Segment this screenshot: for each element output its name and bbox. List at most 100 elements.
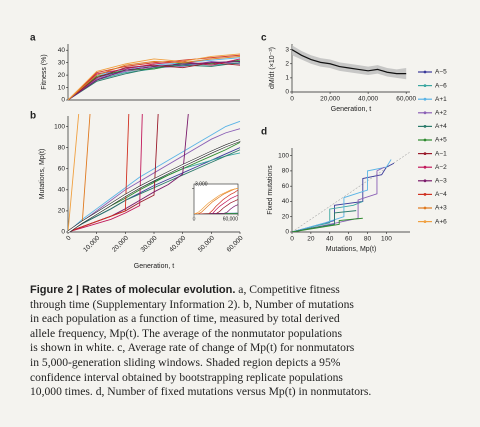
x-tick-label: 40,000 (168, 234, 187, 253)
x-tick-label: 40 (326, 236, 334, 243)
series-line (292, 166, 385, 232)
legend-label: A−2 (435, 164, 447, 171)
x-tick-label: 60 (345, 236, 353, 243)
legend-dot (423, 165, 427, 169)
x-tick-label: 10,000 (82, 234, 101, 253)
legend-dot (423, 125, 427, 128)
legend-dot (423, 179, 427, 183)
legend-dot (423, 138, 427, 142)
caption-line: a, Competitive fitness (235, 283, 340, 296)
inset-plot (194, 187, 238, 214)
legend-label: A−6 (435, 82, 447, 89)
y-tick-label: 60 (58, 165, 66, 172)
y-tick-label: 10 (58, 84, 66, 91)
legend-label: A+2 (435, 110, 447, 117)
y-tick-label: 2 (285, 60, 289, 67)
panel-label: a (30, 33, 36, 44)
caption: Figure 2 | Rates of molecular evolution.… (30, 283, 470, 400)
y-tick-label: 0 (61, 97, 65, 104)
x-axis-label: Generation, t (134, 263, 175, 270)
x-tick-label: 0 (65, 234, 73, 242)
series-line (68, 120, 241, 232)
series-line (292, 201, 363, 232)
panel-label: c (261, 33, 267, 44)
y-tick-label: 60 (282, 183, 290, 190)
y-tick-label: 40 (282, 198, 290, 205)
mean-line (292, 49, 407, 75)
legend-label: A+1 (435, 96, 447, 103)
caption-line: is shown in white. c, Average rate of ch… (30, 341, 355, 355)
series-line (292, 159, 392, 232)
panel-label: b (30, 111, 36, 122)
plot-area (292, 159, 395, 232)
series-line (68, 58, 241, 100)
legend-dot (423, 193, 427, 196)
legend-dot (423, 220, 427, 224)
caption-line: 10,000 times. d, Number of fixed mutatio… (30, 385, 372, 399)
legend-label: A+3 (435, 205, 447, 212)
inset-y-tick-label: 3,000 (195, 182, 208, 188)
inset-line (194, 189, 238, 214)
plot-area (68, 53, 241, 100)
series-line (68, 59, 241, 100)
plot-area (68, 114, 241, 232)
y-tick-label: 30 (58, 59, 66, 66)
y-tick-label: 40 (58, 47, 66, 54)
series-line (292, 210, 357, 232)
diagonal (291, 151, 411, 233)
inset-line (194, 187, 238, 214)
caption-line: in each population as a function of time… (30, 312, 340, 326)
y-tick-label: 20 (58, 208, 66, 215)
series-line (68, 114, 143, 232)
y-tick-label: 80 (282, 168, 290, 175)
series-line (68, 139, 241, 232)
x-tick-label: 20 (307, 236, 315, 243)
legend-label: A−4 (435, 191, 447, 198)
x-tick-label: 60,000 (396, 96, 416, 103)
series-line (68, 128, 241, 232)
legend-dot (423, 84, 427, 87)
inset-line (194, 187, 238, 214)
series-line (68, 54, 241, 100)
legend-dot (423, 70, 427, 74)
x-tick-label: 0 (290, 96, 294, 103)
series-line (68, 55, 241, 100)
y-tick-label: 20 (58, 72, 66, 79)
series-line (68, 62, 241, 100)
x-axis-label: Mutations, Mp(t) (326, 246, 377, 253)
x-tick-label: 100 (381, 236, 392, 243)
inset-x-tick-label: 60,000 (223, 216, 239, 222)
x-tick-label: 80 (364, 236, 372, 243)
inset-x-tick-label: 0 (193, 216, 196, 222)
series-line (68, 53, 241, 100)
series-line (292, 217, 363, 232)
x-tick-label: 30,000 (140, 234, 159, 253)
y-tick-label: 0 (61, 229, 65, 236)
x-tick-label: 40,000 (358, 96, 378, 103)
caption-line: allele frequency, Mp(t). The average of … (30, 326, 342, 340)
x-axis-label: Generation, t (331, 106, 372, 113)
y-tick-label: 20 (282, 213, 290, 220)
x-tick-label: 50,000 (197, 234, 216, 253)
y-tick-label: 80 (58, 144, 66, 151)
legend-dot (423, 152, 427, 156)
legend-label: A−3 (435, 178, 447, 185)
y-tick-label: 40 (58, 187, 66, 194)
x-tick-label: 20,000 (111, 234, 130, 253)
y-axis-label: Fixed mutations (267, 165, 274, 215)
caption-line: through time (Supplementary Information … (30, 297, 354, 311)
y-tick-label: 100 (278, 152, 289, 159)
series-line (68, 114, 130, 232)
confidence-band (292, 45, 407, 80)
caption-line: confidence interval obtained by bootstra… (30, 370, 343, 384)
y-tick-label: 0 (285, 229, 289, 236)
y-tick-label: 100 (54, 123, 65, 130)
caption-line: in 5,000-generation sliding windows. Sha… (30, 355, 341, 369)
legend-label: A−1 (435, 150, 447, 157)
y-axis-label: Mutations, Mp(t) (39, 149, 46, 200)
legend-label: A+6 (435, 218, 447, 225)
panel-label: d (261, 127, 267, 138)
y-axis-label: dM/dt (×10⁻³) (269, 47, 276, 89)
legend-label: A+4 (435, 123, 447, 130)
